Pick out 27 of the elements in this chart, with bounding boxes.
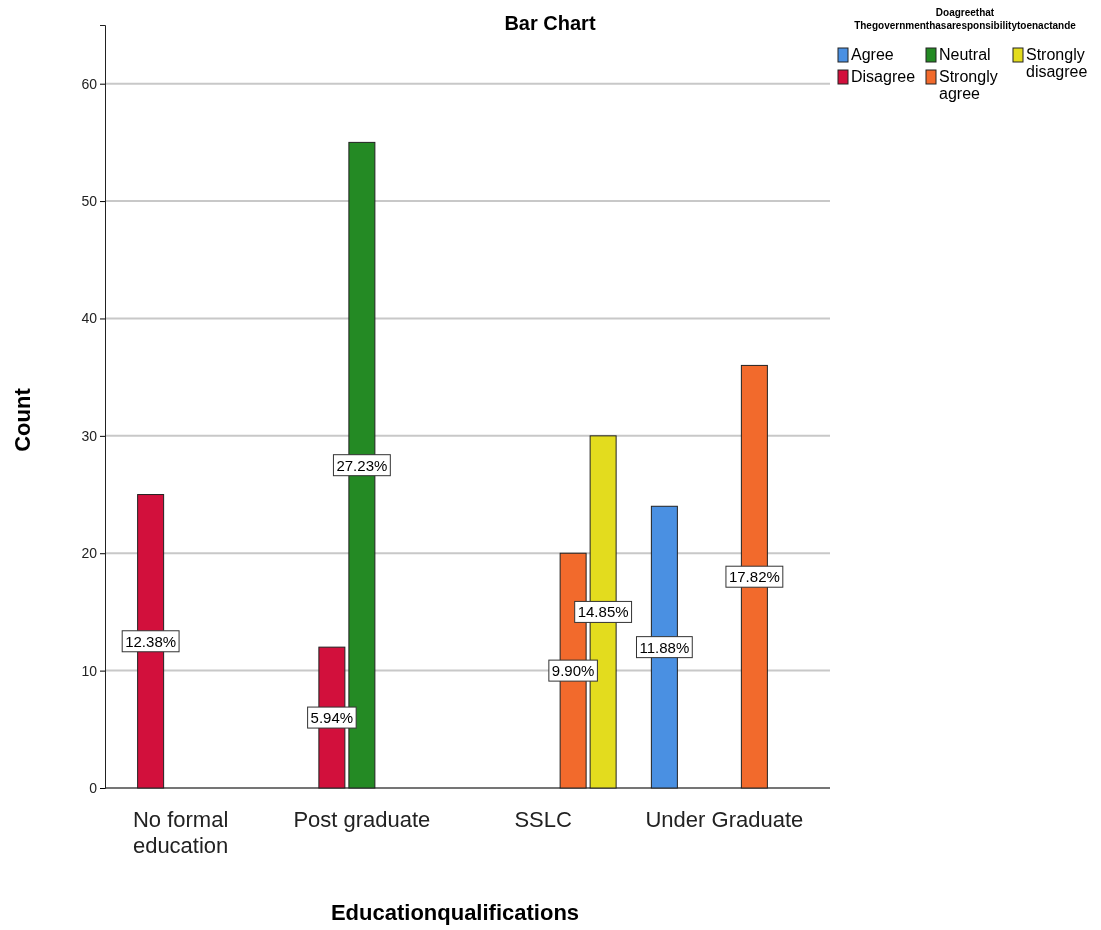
x-tick-label: Post graduate (293, 807, 431, 832)
x-axis-title: Educationqualifications (330, 900, 580, 925)
annotation: 14.85% (577, 603, 629, 621)
legend-label: Strongly disagree (1026, 46, 1088, 80)
x-tick-label: No formal education (132, 807, 229, 858)
y-tick-label: 40 (81, 310, 98, 327)
y-tick-label: 20 (81, 545, 98, 562)
legend-label: Disagree (851, 68, 916, 85)
x-tick-label: SSLC (514, 807, 572, 832)
legend-label: Neutral (939, 46, 991, 63)
annotation: 12.38% (125, 632, 177, 650)
annotation: 5.94% (310, 709, 354, 727)
chart-title: Bar Chart (504, 12, 596, 34)
legend-label: Strongly agree (939, 68, 998, 102)
y-axis-title: Count (10, 387, 35, 452)
y-tick-label: 60 (81, 75, 98, 92)
y-tick-label: 50 (81, 193, 98, 210)
x-tick-label: Under Graduate (645, 807, 804, 832)
annotation: 11.88% (639, 638, 690, 656)
annotation: 9.90% (551, 662, 595, 680)
annotation: 27.23% (336, 456, 388, 474)
annotation: 17.82% (728, 568, 780, 586)
y-tick-label: 0 (89, 779, 98, 796)
y-tick-label: 30 (81, 427, 98, 444)
legend-title: Doagreethat Thegovernmenthasaresponsibilitytoenactande (854, 7, 1077, 31)
y-tick-label: 10 (81, 662, 98, 679)
legend-label: Agree (851, 46, 894, 63)
